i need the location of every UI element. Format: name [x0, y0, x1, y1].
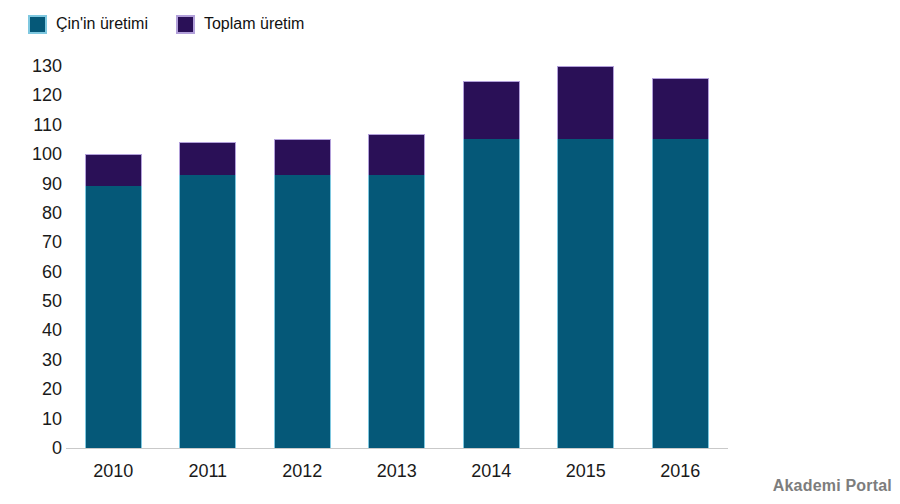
y-axis-tick-label: 70	[0, 232, 62, 252]
bar-segment-china	[557, 139, 614, 448]
bar-segment-total	[463, 81, 520, 140]
y-axis-tick-label: 60	[0, 262, 62, 282]
bar-segment-total	[368, 134, 425, 175]
x-axis-category-label: 2015	[539, 461, 634, 481]
bar-segment-total	[85, 154, 142, 186]
x-axis-line	[66, 448, 728, 449]
watermark: Akademi Portal	[773, 477, 892, 495]
y-axis-tick-label: 110	[0, 115, 62, 135]
legend-label-china: Çin'in üretimi	[56, 13, 148, 35]
y-axis-tick-label: 10	[0, 409, 62, 429]
y-axis-tick-label: 90	[0, 174, 62, 194]
bar-segment-china	[274, 175, 331, 448]
x-axis-category-label: 2013	[350, 461, 445, 481]
legend-label-total: Toplam üretim	[204, 13, 304, 35]
bar-segment-total	[179, 142, 236, 174]
bar-segment-china	[368, 175, 425, 448]
legend-swatch-china-icon	[28, 15, 47, 34]
x-axis-category-label: 2014	[444, 461, 539, 481]
bar-segment-total	[652, 78, 709, 140]
legend-item-china: Çin'in üretimi	[28, 13, 148, 35]
x-axis-category-label: 2016	[633, 461, 728, 481]
bar-segment-china	[85, 186, 142, 448]
legend: Çin'in üretimi Toplam üretim	[28, 13, 304, 35]
y-axis-tick-label: 100	[0, 144, 62, 164]
x-axis-category-label: 2010	[66, 461, 161, 481]
y-axis-tick-label: 50	[0, 291, 62, 311]
chart-canvas: Çin'in üretimi Toplam üretim 0 10 20 30 40 50…	[0, 0, 900, 504]
y-axis-tick-label: 20	[0, 379, 62, 399]
legend-swatch-total-icon	[176, 15, 195, 34]
y-axis-tick-label: 30	[0, 350, 62, 370]
y-axis-tick-label: 120	[0, 85, 62, 105]
y-axis-tick-label: 40	[0, 320, 62, 340]
bar-segment-total	[557, 66, 614, 139]
bar-segment-china	[652, 139, 709, 448]
y-axis-tick-label: 130	[0, 56, 62, 76]
bar-segment-china	[463, 139, 520, 448]
legend-item-total: Toplam üretim	[176, 13, 304, 35]
y-axis-tick-label: 0	[0, 438, 62, 458]
x-axis-category-label: 2012	[255, 461, 350, 481]
bar-segment-china	[179, 175, 236, 448]
x-axis-category-label: 2011	[161, 461, 256, 481]
bar-segment-total	[274, 139, 331, 174]
y-axis-tick-label: 80	[0, 203, 62, 223]
